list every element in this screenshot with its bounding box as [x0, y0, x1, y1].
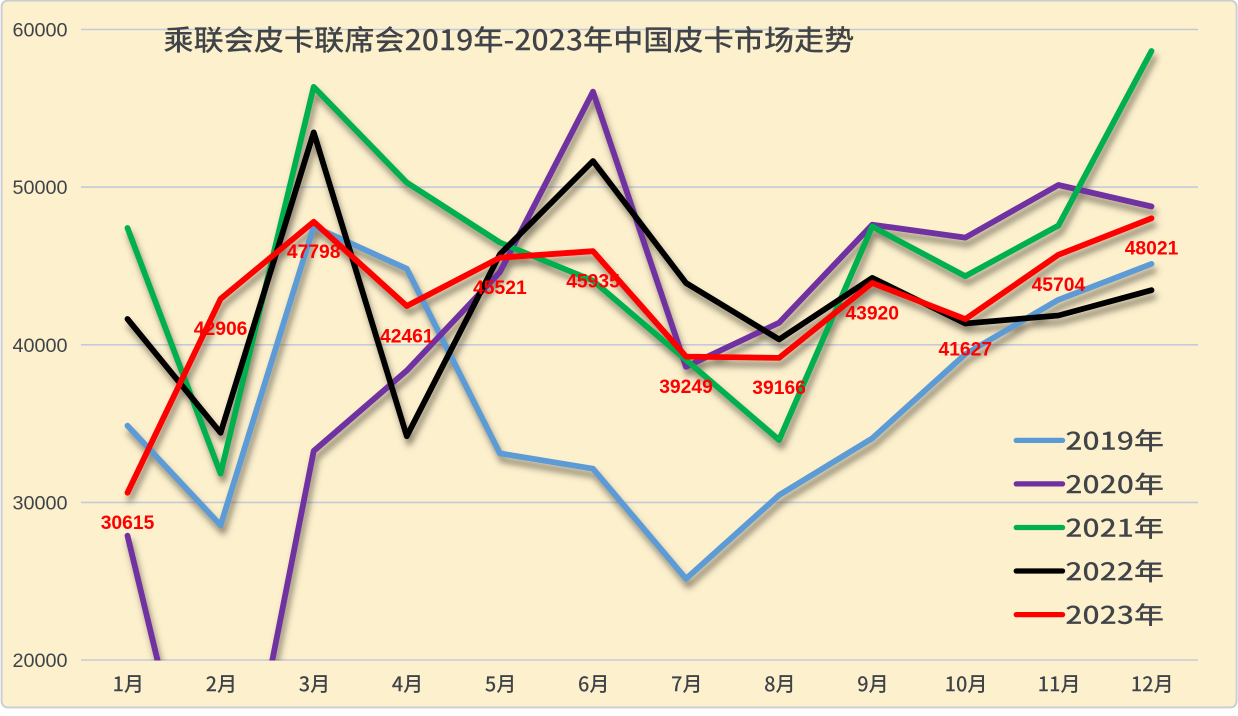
svg-text:39249: 39249 — [659, 377, 713, 398]
svg-text:60000: 60000 — [12, 20, 67, 42]
svg-text:40000: 40000 — [12, 335, 67, 357]
svg-text:50000: 50000 — [12, 177, 67, 199]
svg-text:20000: 20000 — [12, 650, 67, 672]
svg-text:47798: 47798 — [287, 242, 341, 263]
svg-text:45704: 45704 — [1032, 275, 1086, 296]
svg-text:41627: 41627 — [938, 339, 992, 360]
svg-text:30615: 30615 — [101, 513, 155, 534]
svg-text:45521: 45521 — [473, 278, 527, 299]
svg-text:45935: 45935 — [566, 272, 620, 293]
svg-text:39166: 39166 — [752, 378, 806, 399]
svg-text:30000: 30000 — [12, 492, 67, 514]
svg-text:43920: 43920 — [845, 303, 899, 324]
svg-text:42906: 42906 — [194, 319, 248, 340]
svg-text:48021: 48021 — [1125, 239, 1179, 260]
svg-text:42461: 42461 — [380, 326, 434, 347]
